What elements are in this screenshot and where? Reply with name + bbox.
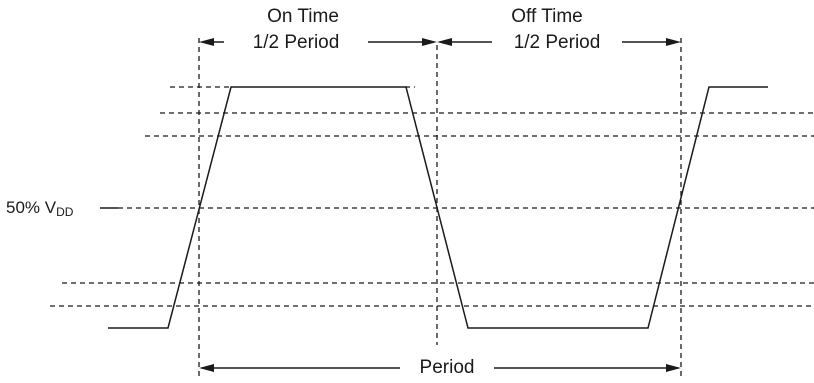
- half-period-label-right: 1/2 Period: [514, 32, 601, 53]
- off-time-label: Off Time: [511, 6, 582, 27]
- signal-waveform: [108, 86, 768, 329]
- vdd-label-prefix: 50% V: [6, 198, 57, 217]
- vdd-label: 50% VDD: [6, 198, 74, 219]
- period-label: Period: [420, 357, 475, 378]
- period-arrow-head-r: [666, 364, 681, 372]
- half-period-label-left: 1/2 Period: [253, 32, 340, 53]
- half-period-arrow-left-head-r: [422, 38, 437, 46]
- half-period-arrow-right-head-l: [437, 38, 452, 46]
- half-period-arrow-right-head-r: [666, 38, 681, 46]
- period-arrow-head-l: [199, 364, 214, 372]
- on-time-label: On Time: [267, 6, 339, 27]
- half-period-arrow-left-head-l: [199, 38, 214, 46]
- vdd-label-sub: DD: [56, 205, 74, 219]
